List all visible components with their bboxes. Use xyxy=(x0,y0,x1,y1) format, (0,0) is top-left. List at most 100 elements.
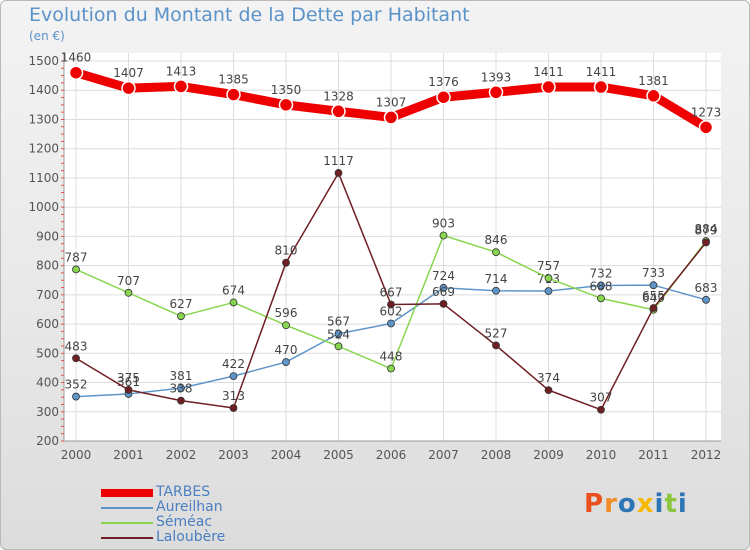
logo-letter: i xyxy=(677,489,688,519)
y-tick-label: 1000 xyxy=(28,200,59,214)
data-label: 688 xyxy=(590,279,613,293)
data-label: 683 xyxy=(695,281,718,295)
y-tick-label: 1500 xyxy=(28,54,59,68)
y-tick-label: 400 xyxy=(36,376,59,390)
y-tick-label: 700 xyxy=(36,288,59,302)
data-point xyxy=(226,87,241,102)
data-point xyxy=(177,384,185,392)
data-label: 884 xyxy=(695,222,718,236)
legend-swatch xyxy=(101,489,153,497)
data-point xyxy=(646,88,661,104)
data-label: 714 xyxy=(485,272,508,286)
data-point xyxy=(173,79,189,94)
data-label: 1307 xyxy=(376,95,407,109)
data-label: 669 xyxy=(432,285,455,299)
data-label: 627 xyxy=(170,297,193,311)
data-label: 879 xyxy=(695,224,718,238)
data-point xyxy=(544,386,553,395)
data-label: 1411 xyxy=(586,65,617,79)
data-point xyxy=(702,295,710,304)
data-label: 375 xyxy=(117,371,140,385)
data-point xyxy=(124,385,133,394)
data-label: 524 xyxy=(327,327,350,341)
data-label: 1460 xyxy=(61,51,92,65)
data-point xyxy=(121,80,136,96)
x-tick-label: 2006 xyxy=(376,448,407,462)
data-point xyxy=(334,342,343,351)
data-point xyxy=(72,392,80,401)
data-point xyxy=(229,298,238,307)
data-point xyxy=(383,110,399,125)
data-label: 307 xyxy=(590,391,613,405)
y-tick-label: 1300 xyxy=(28,112,59,126)
y-tick-label: 500 xyxy=(36,346,59,360)
data-point xyxy=(229,404,238,412)
data-point xyxy=(488,85,504,100)
x-tick-label: 2011 xyxy=(638,448,669,462)
legend-swatch xyxy=(101,507,153,509)
x-tick-label: 2000 xyxy=(61,448,92,462)
data-point xyxy=(439,231,448,240)
data-label: 732 xyxy=(590,266,613,280)
data-point xyxy=(492,286,500,295)
data-point xyxy=(124,288,133,297)
legend-swatch xyxy=(101,537,153,539)
data-point xyxy=(282,258,290,267)
data-label: 1381 xyxy=(638,74,669,88)
data-point xyxy=(177,312,185,321)
data-label: 448 xyxy=(380,350,403,364)
data-point xyxy=(597,281,605,290)
proxiti-logo: Proxiti xyxy=(584,489,688,519)
y-tick-label: 800 xyxy=(36,259,59,273)
legend-label: Séméac xyxy=(156,514,213,530)
data-label: 655 xyxy=(642,289,665,303)
data-point xyxy=(278,97,294,113)
data-point xyxy=(439,283,448,292)
data-label: 810 xyxy=(275,244,298,258)
y-tick-label: 1400 xyxy=(28,83,59,97)
legend-label: Laloubère xyxy=(156,529,226,545)
chart-unit-label: (en €) xyxy=(29,29,65,43)
y-tick-label: 200 xyxy=(36,434,59,448)
data-label: 313 xyxy=(222,389,245,403)
y-tick-label: 900 xyxy=(36,229,59,243)
data-point xyxy=(649,281,658,290)
chart-title: Evolution du Montant de la Dette par Hab… xyxy=(29,4,470,26)
data-label: 707 xyxy=(117,274,140,288)
x-tick-label: 2004 xyxy=(271,448,302,462)
data-label: 338 xyxy=(170,382,193,396)
data-point xyxy=(334,169,343,177)
data-label: 1411 xyxy=(533,65,564,79)
data-point xyxy=(68,65,84,80)
data-label: 1350 xyxy=(271,83,302,97)
logo-letter: r xyxy=(604,489,618,519)
logo-letter: P xyxy=(584,489,605,519)
x-tick-label: 2003 xyxy=(218,448,249,462)
x-tick-label: 2008 xyxy=(481,448,512,462)
logo-letter: i xyxy=(654,489,665,519)
x-tick-label: 2002 xyxy=(166,448,197,462)
data-point xyxy=(597,294,605,303)
data-point xyxy=(649,304,658,312)
y-tick-label: 300 xyxy=(36,405,59,419)
data-label: 1376 xyxy=(428,75,459,89)
x-tick-label: 2001 xyxy=(113,448,144,462)
x-tick-label: 2010 xyxy=(586,448,617,462)
data-point xyxy=(331,104,346,119)
y-tick-label: 1200 xyxy=(28,142,59,156)
data-label: 724 xyxy=(432,269,455,283)
data-point xyxy=(439,300,448,308)
data-label: 361 xyxy=(117,375,140,389)
data-label: 667 xyxy=(380,285,403,299)
y-tick-label: 1100 xyxy=(28,171,59,185)
logo-letter: t xyxy=(664,489,678,519)
data-label: 381 xyxy=(170,369,193,383)
data-label: 787 xyxy=(65,250,88,264)
data-point xyxy=(72,265,80,274)
data-label: 374 xyxy=(537,371,560,385)
data-point xyxy=(387,319,395,328)
data-label: 846 xyxy=(485,233,508,247)
data-point xyxy=(597,405,605,414)
